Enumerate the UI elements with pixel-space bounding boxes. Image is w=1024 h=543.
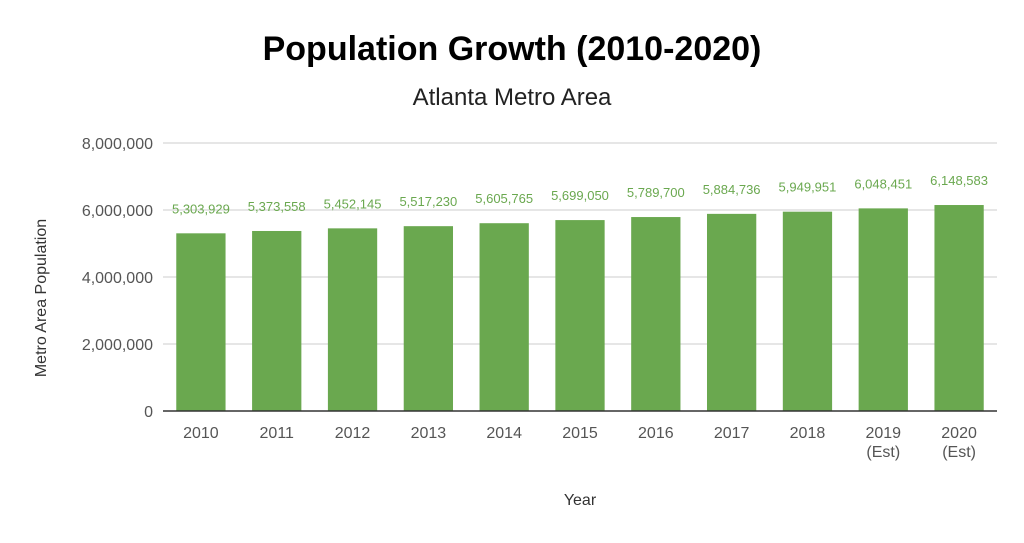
x-axis-ticks: 2010 2011 2012 2013 2014 2015 2016 2017 2018 2019…: [183, 425, 977, 461]
x-tick-label: 2018: [790, 425, 826, 442]
y-axis-ticks: 0 2,000,000 4,000,000 6,000,000 8,000,000: [82, 136, 153, 421]
bar: [555, 220, 605, 411]
bar: [479, 223, 529, 411]
data-label: 5,373,558: [248, 199, 306, 214]
chart-subtitle: Atlanta Metro Area: [413, 84, 612, 111]
bar: [176, 233, 226, 411]
data-label: 6,148,583: [930, 173, 988, 188]
y-tick-label: 0: [144, 404, 153, 421]
bar: [327, 228, 378, 411]
data-labels: 5,303,929 5,373,558 5,452,145 5,517,230 5,60…: [172, 173, 988, 216]
data-label: 5,303,929: [172, 201, 230, 216]
x-tick-label: 2019: [865, 425, 901, 442]
bar: [934, 205, 984, 411]
data-label: 5,517,230: [399, 194, 457, 209]
data-label: 5,884,736: [703, 182, 761, 197]
data-label: 5,789,700: [627, 185, 685, 200]
bar: [858, 208, 908, 411]
x-tick-label: 2012: [335, 425, 371, 442]
y-tick-label: 6,000,000: [82, 203, 153, 220]
bar: [631, 217, 681, 411]
x-tick-label: 2014: [486, 425, 522, 442]
x-tick-label: 2010: [183, 425, 219, 442]
data-label: 5,605,765: [475, 191, 533, 206]
bar: [252, 230, 302, 411]
y-axis-title: Metro Area Population: [33, 219, 50, 377]
x-tick-label: 2016: [638, 425, 674, 442]
x-tick-label: 2020: [941, 425, 977, 442]
y-tick-label: 4,000,000: [82, 270, 153, 287]
data-label: 5,452,145: [324, 196, 382, 211]
chart-title: Population Growth (2010-2020): [263, 30, 762, 68]
bar: [782, 211, 833, 411]
bars: [176, 205, 984, 411]
data-label: 6,048,451: [854, 176, 912, 191]
x-tick-label: (Est): [866, 444, 900, 461]
bar: [403, 226, 454, 411]
x-tick-label: 2013: [411, 425, 447, 442]
data-label: 5,949,951: [779, 180, 837, 195]
y-tick-label: 2,000,000: [82, 337, 153, 354]
bar: [706, 213, 757, 411]
y-tick-label: 8,000,000: [82, 136, 153, 153]
data-label: 5,699,050: [551, 188, 609, 203]
x-tick-label: (Est): [942, 444, 976, 461]
x-tick-label: 2017: [714, 425, 750, 442]
x-tick-label: 2011: [260, 425, 295, 442]
x-axis-title: Year: [564, 492, 597, 509]
x-tick-label: 2015: [562, 425, 598, 442]
